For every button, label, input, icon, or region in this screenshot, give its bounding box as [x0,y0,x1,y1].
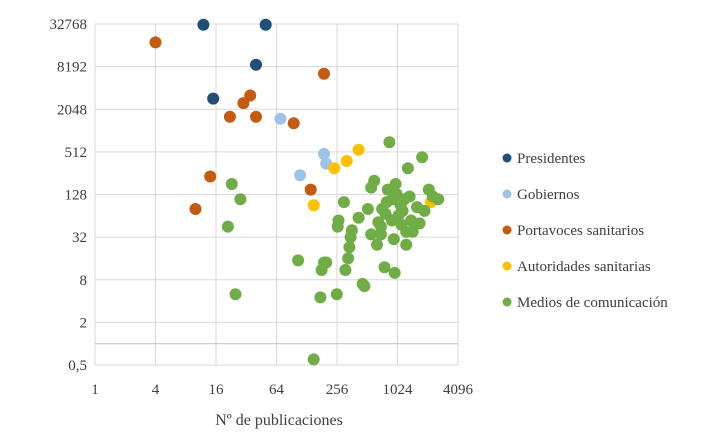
legend-label: Presidentes [517,151,585,167]
data-point [318,147,330,160]
data-point [418,204,431,217]
data-point [352,211,365,224]
x-tick-label: 16 [209,382,225,398]
x-axis-title: Nº de publicaciones [215,412,343,429]
data-point [374,220,387,233]
data-point [294,169,307,182]
data-point [342,252,355,265]
data-point [330,288,343,301]
data-point [368,174,381,187]
data-point [320,256,333,269]
data-point [304,183,317,196]
y-tick-label: 512 [65,145,88,161]
legend-label: Autoridades sanitarias [517,259,651,275]
data-point [387,233,400,246]
data-point [343,241,356,254]
data-point [332,214,345,227]
legend-label: Medios de comunicación [517,295,668,311]
data-point [274,112,287,125]
legend-marker [502,261,512,271]
grid-layer [94,23,459,366]
data-point [250,58,262,71]
x-tick-label: 64 [269,382,285,398]
x-tick-label: 4096 [443,382,474,398]
legend-marker [502,297,512,307]
legend-marker [502,189,512,199]
data-point [223,110,236,123]
data-point [204,170,217,183]
data-point [307,353,320,366]
data-point [358,280,371,293]
data-point [287,117,300,130]
data-point [361,203,374,215]
legend-marker [502,153,512,163]
y-tick-label: 8 [80,273,88,289]
legend-marker [502,225,512,235]
x-tick-label: 1024 [383,382,414,398]
x-tick-label: 256 [326,382,349,398]
data-point [352,143,365,156]
data-point [259,18,272,31]
data-point [378,261,391,274]
data-point [413,217,426,230]
data-point [318,67,330,80]
data-point [197,18,210,31]
data-point [383,136,396,149]
data-point [400,238,413,251]
data-point [250,110,262,123]
data-point [339,264,352,276]
data-point [388,266,401,279]
y-tick-label: 8192 [57,60,87,76]
data-point [292,254,305,267]
data-point [307,199,320,212]
legend-label: Portavoces sanitarios [517,223,644,239]
data-point [401,162,414,175]
data-point [403,190,416,203]
y-tick-label: 2 [80,315,88,331]
data-point [207,92,220,105]
y-tick-label: 2048 [57,102,87,118]
data-point [432,193,445,206]
data-point [229,288,242,301]
x-tick-label: 1 [91,382,99,398]
y-tick-label: 32 [72,230,87,246]
data-point [149,36,162,49]
data-point [365,228,378,241]
data-point [416,151,429,164]
data-point [189,203,202,215]
data-point [340,155,353,167]
y-tick-label: 32768 [50,17,88,33]
y-tick-label: 0,5 [68,358,87,374]
data-point [234,193,247,206]
data-point [345,224,358,237]
data-point [389,178,402,190]
data-point [314,291,327,304]
data-point [337,196,350,209]
tick-labels: 0,5 2 8 32 128 512 2048 8192 32768 1 4 16 64 256 1024 4… [50,17,474,398]
data-point [400,225,413,238]
x-tick-label: 4 [152,382,160,398]
data-point [244,89,257,102]
data-point [328,162,341,175]
data-point [225,178,238,190]
legend-label: Gobiernos [517,187,580,203]
data-points [149,18,445,366]
data-point [396,204,409,217]
data-point [221,220,234,233]
legend: Presidentes Gobiernos Portavoces sanitario… [502,151,668,311]
y-tick-label: 128 [65,188,88,204]
data-point [371,238,383,251]
